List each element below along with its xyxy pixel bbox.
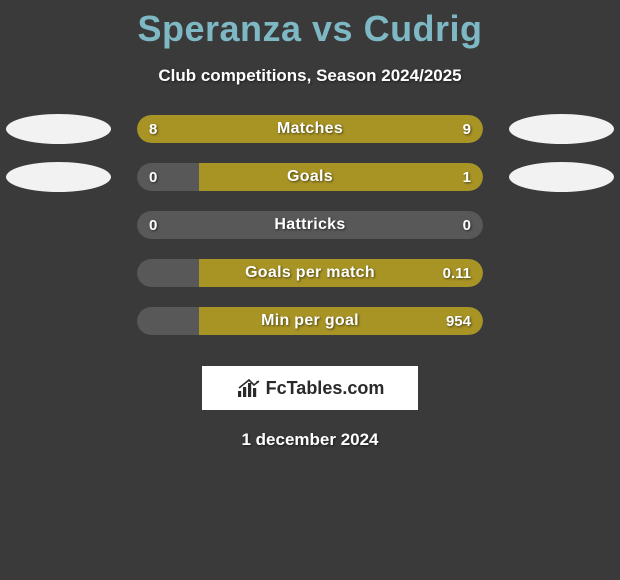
spacer	[6, 306, 111, 336]
stat-label: Min per goal	[137, 307, 483, 335]
stat-row: 954Min per goal	[0, 306, 620, 336]
stats-container: 89Matches 01Goals 00Hattricks 0.11Goals per…	[0, 114, 620, 336]
logo-text: FcTables.com	[266, 378, 385, 399]
logo-box: FcTables.com	[202, 366, 418, 410]
team-a-oval	[6, 114, 111, 144]
stat-bar: 0.11Goals per match	[137, 259, 483, 287]
date-label: 1 december 2024	[0, 430, 620, 450]
spacer	[509, 258, 614, 288]
subtitle: Club competitions, Season 2024/2025	[0, 66, 620, 86]
team-b-oval	[509, 162, 614, 192]
stat-bar: 01Goals	[137, 163, 483, 191]
stat-label: Goals per match	[137, 259, 483, 287]
page-title: Speranza vs Cudrig	[0, 0, 620, 50]
team-b-oval	[509, 114, 614, 144]
stat-row: 0.11Goals per match	[0, 258, 620, 288]
spacer	[6, 258, 111, 288]
stat-bar: 954Min per goal	[137, 307, 483, 335]
spacer	[509, 306, 614, 336]
spacer	[6, 210, 111, 240]
stat-label: Matches	[137, 115, 483, 143]
stat-row: 89Matches	[0, 114, 620, 144]
stat-row: 00Hattricks	[0, 210, 620, 240]
spacer	[509, 210, 614, 240]
team-a-oval	[6, 162, 111, 192]
stat-bar: 89Matches	[137, 115, 483, 143]
chart-icon	[236, 377, 262, 399]
stat-label: Hattricks	[137, 211, 483, 239]
stat-row: 01Goals	[0, 162, 620, 192]
stat-label: Goals	[137, 163, 483, 191]
stat-bar: 00Hattricks	[137, 211, 483, 239]
